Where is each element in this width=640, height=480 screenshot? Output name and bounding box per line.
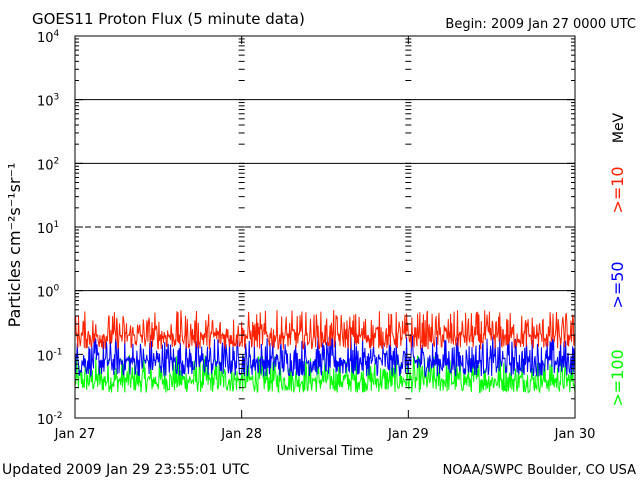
x-tick-label: Jan 29 [387, 427, 429, 442]
units-label: MeV [611, 112, 627, 143]
y-tick-label: 101 [37, 220, 59, 237]
y-axis-tick-labels: 10-2 10-1 100 101 102 103 104 [37, 29, 63, 428]
y-tick-label: 10-2 [37, 411, 63, 428]
begin-time-label: Begin: 2009 Jan 27 0000 UTC [445, 17, 636, 32]
y-tick-label: 104 [37, 29, 60, 46]
legend-ge10: >=10 [608, 166, 627, 213]
updated-timestamp: Updated 2009 Jan 29 23:55:01 UTC [2, 462, 250, 478]
plot-area [74, 35, 576, 419]
x-axis-label: Universal Time [277, 444, 374, 459]
x-tick-label: Jan 28 [220, 427, 262, 442]
y-axis-label: Particles cm⁻²s⁻¹sr⁻¹ [5, 163, 24, 328]
x-tick-label: Jan 30 [554, 427, 596, 442]
legend-ge100: >=100 [608, 349, 627, 406]
y-tick-label: 103 [37, 93, 59, 110]
y-tick-label: 102 [37, 156, 59, 173]
y-tick-label: 10-1 [37, 347, 63, 364]
chart-title: GOES11 Proton Flux (5 minute data) [32, 10, 305, 28]
y-tick-label: 100 [37, 284, 60, 301]
x-axis-tick-labels: Jan 27 Jan 28 Jan 29 Jan 30 [54, 427, 596, 442]
series-line-ge10 [74, 309, 576, 351]
x-tick-label: Jan 27 [54, 427, 96, 442]
credit-label: NOAA/SWPC Boulder, CO USA [443, 463, 636, 478]
legend-ge50: >=50 [608, 261, 627, 308]
series-line-ge50 [74, 335, 576, 378]
